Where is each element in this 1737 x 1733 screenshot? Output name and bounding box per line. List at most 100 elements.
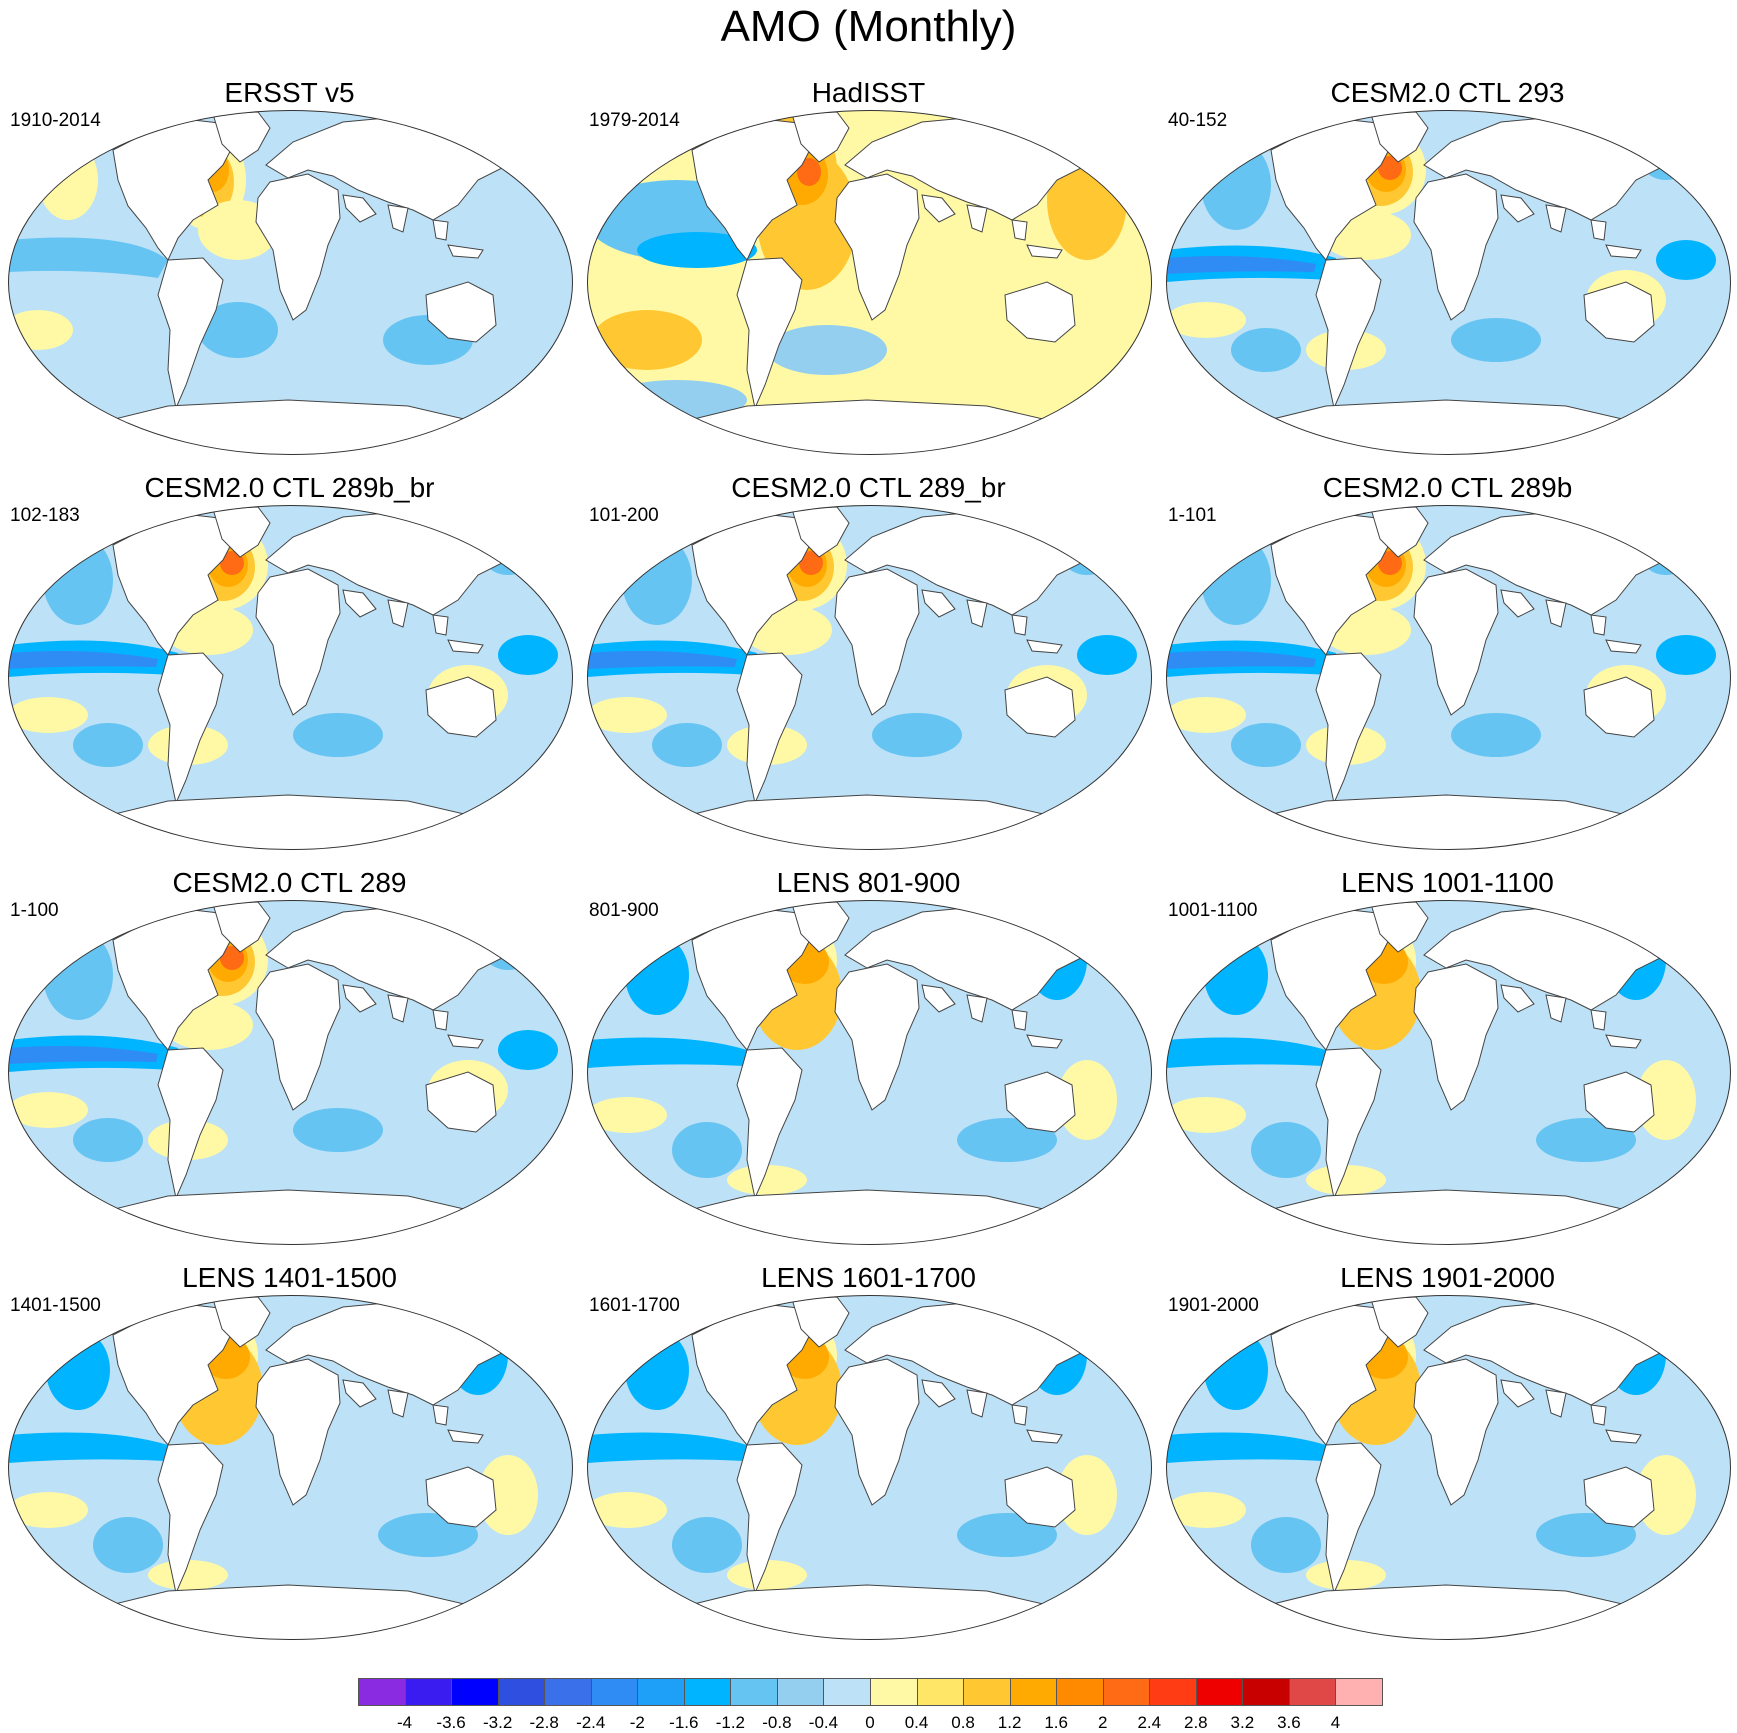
north-america-land — [112, 1304, 237, 1446]
world-map — [1166, 110, 1731, 455]
australia-land — [425, 281, 497, 343]
anomaly-patch — [1204, 935, 1268, 1015]
colorbar-swatch — [963, 1678, 1011, 1706]
colorbar-tick-label: -3.6 — [436, 1713, 466, 1732]
panel-title: LENS 1401-1500 — [182, 1262, 397, 1293]
africa-land — [255, 173, 341, 321]
panel-years: 1910-2014 — [10, 110, 101, 131]
anomaly-patch — [8, 1092, 88, 1128]
anomaly-patch — [93, 1517, 163, 1573]
colorbar-tick-label: -3.2 — [482, 1713, 513, 1732]
map-outline — [8, 900, 573, 1245]
southeast-asia-land — [1011, 614, 1063, 654]
panel-years: 1601-1700 — [589, 1295, 680, 1316]
anomaly-patch — [148, 1560, 228, 1590]
arabia-india-land — [921, 194, 988, 233]
colorbar-swatch — [451, 1678, 499, 1706]
panel-title: ERSST v5 — [224, 77, 355, 108]
north-america-land — [691, 514, 816, 656]
australia-land — [1004, 676, 1076, 738]
colorbar-swatch — [916, 1678, 965, 1706]
colorbar-tick-label: -2.8 — [529, 1713, 559, 1732]
australia-land — [1004, 1071, 1076, 1133]
anomaly-patch — [1656, 635, 1716, 675]
colorbar-swatch — [544, 1678, 592, 1706]
anomaly-patch — [1636, 1060, 1696, 1140]
anomaly-patch — [727, 1165, 807, 1195]
south-america-land — [157, 1442, 224, 1595]
antarctica-land — [77, 1584, 504, 1640]
south-america-land — [736, 652, 803, 805]
anomaly-patch — [1451, 318, 1541, 362]
colorbar-swatch — [1149, 1678, 1197, 1706]
anomaly-patch — [8, 1492, 88, 1528]
panel-years: 1901-2000 — [1168, 1295, 1259, 1316]
arabia-india-land — [1500, 589, 1567, 628]
africa-land — [1413, 568, 1499, 716]
anomaly-patch — [1057, 1455, 1117, 1535]
north-america-land — [112, 119, 237, 261]
map-panel: CESM2.0 CTL 293 40-152 — [1158, 0, 1737, 455]
map-panel: LENS 1601-1700 1601-1700 — [579, 1185, 1158, 1640]
southeast-asia-land — [432, 1404, 484, 1444]
north-america-land — [691, 909, 816, 1051]
anomaly-patch — [672, 1122, 742, 1178]
world-map — [8, 1295, 573, 1640]
pacific-anomaly — [8, 1432, 168, 1463]
southeast-asia-land — [1011, 1009, 1063, 1049]
map-outline — [587, 900, 1152, 1245]
pacific-anomaly — [1166, 651, 1316, 669]
north-america-land — [1270, 514, 1395, 656]
anomaly-patch — [767, 325, 887, 375]
arabia-india-land — [921, 1379, 988, 1418]
arabia-india-land — [342, 1379, 409, 1418]
south-america-land — [736, 1442, 803, 1595]
southeast-asia-land — [432, 1009, 484, 1049]
map-panel: LENS 1401-1500 1401-1500 — [0, 1185, 579, 1640]
anomaly-patch — [1166, 1097, 1246, 1133]
anomaly-patch — [652, 723, 722, 767]
colorbar-swatch — [730, 1678, 778, 1706]
anomaly-patch — [622, 535, 692, 625]
australia-land — [1583, 1466, 1655, 1528]
antarctica-land — [1235, 1584, 1662, 1640]
arabia-india-land — [1500, 984, 1567, 1023]
anomaly-patch — [1251, 1517, 1321, 1573]
world-map — [587, 505, 1152, 850]
arabia-india-land — [1500, 1379, 1567, 1418]
anomaly-patch — [799, 551, 823, 575]
colorbar-swatch — [776, 1678, 825, 1706]
colorbar-tick-label: 2 — [1097, 1713, 1108, 1732]
australia-land — [425, 1466, 497, 1528]
antarctica-land — [77, 399, 504, 455]
map-panel: CESM2.0 CTL 289_br 101-200 — [579, 395, 1158, 850]
africa-land — [834, 1358, 920, 1506]
panel-title: LENS 1001-1100 — [1341, 867, 1554, 898]
north-america-land — [1270, 119, 1395, 261]
arabia-india-land — [342, 589, 409, 628]
south-america-land — [1315, 257, 1382, 410]
anomaly-patch — [1378, 156, 1402, 180]
arabia-india-land — [921, 984, 988, 1023]
antarctica-land — [656, 399, 1083, 455]
southeast-asia-land — [432, 614, 484, 654]
anomaly-patch — [1636, 1455, 1696, 1535]
panel-years: 1979-2014 — [589, 110, 680, 131]
anomaly-patch — [1201, 140, 1271, 230]
africa-land — [1413, 963, 1499, 1111]
antarctica-land — [656, 794, 1083, 850]
anomaly-patch — [1451, 713, 1541, 757]
figure-title: AMO (Monthly) — [720, 2, 1017, 51]
anomaly-patch — [587, 1492, 667, 1528]
panel-years: 40-152 — [1168, 110, 1228, 131]
panel-years: 101-200 — [589, 505, 659, 526]
southeast-asia-land — [432, 219, 484, 259]
map-outline — [8, 110, 573, 455]
southeast-asia-land — [1011, 219, 1063, 259]
africa-land — [255, 963, 341, 1111]
pacific-anomaly — [8, 651, 158, 669]
colorbar-tick-label: -0.4 — [808, 1713, 839, 1732]
southeast-asia-land — [1590, 1009, 1642, 1049]
map-outline — [587, 505, 1152, 850]
antarctica-land — [77, 794, 504, 850]
